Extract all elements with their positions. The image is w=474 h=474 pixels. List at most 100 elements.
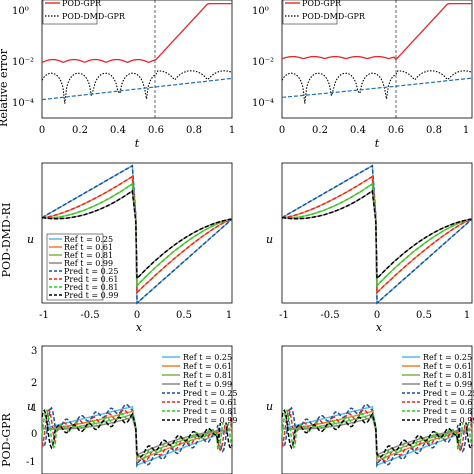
legend-entry: POD-DMD-GPR (62, 12, 126, 21)
legend-entry: Ref t = 0.81 (423, 371, 472, 380)
legend-entry: Pred t = 0.99 (423, 416, 474, 425)
predicted-profile-line (41, 409, 233, 458)
y-ticks: 10⁰ 10⁻² 10⁻⁴ (12, 6, 34, 109)
x-ticks: -1 -0.5 0 0.5 1 (39, 310, 232, 321)
legend: POD-GPR POD-DMD-GPR (42, 0, 126, 25)
legend-entry: POD-GPR (62, 0, 102, 8)
predicted-profile-line (281, 189, 473, 281)
predicted-profile-line (281, 182, 473, 288)
y-tick-label: 0 (31, 429, 37, 440)
x-axis-label: t (375, 137, 380, 150)
x-tick-label: 0.2 (312, 125, 328, 136)
pod-gpr-error-line (281, 2, 472, 61)
pod-gpr-error-line (41, 2, 232, 64)
legend-entry: Ref t = 0.99 (183, 380, 232, 389)
x-tick-label: 0.6 (148, 125, 164, 136)
legend-entry: Ref t = 0.81 (183, 371, 232, 380)
x-axis-label: t (135, 137, 140, 150)
legend: POD-GPR POD-DMD-GPR (282, 0, 366, 25)
x-ticks: 0 0.2 0.4 0.6 0.8 1 (279, 125, 469, 136)
panel-profile-dmd-left: Ref t = 0.25 Ref t = 0.61 Ref t = 0.81 R… (0, 162, 233, 334)
x-tick-label: 1 (226, 310, 232, 321)
y-axis-label: Relative error (0, 48, 10, 127)
predicted-profile-line (282, 175, 473, 295)
row-label: POD-DMD-RI (0, 203, 13, 278)
pod-dmd-gpr-error-line (281, 70, 473, 104)
y-tick-label: 10⁻² (252, 57, 274, 68)
legend-entry: Pred t = 0.25 (183, 389, 237, 398)
x-tick-label: 0 (134, 310, 140, 321)
x-tick-label: 1 (229, 125, 235, 136)
legend: Ref t = 0.25 Ref t = 0.61 Ref t = 0.81 R… (158, 351, 237, 425)
legend-entry: Ref t = 0.99 (64, 259, 113, 268)
x-tick-label: 0.5 (176, 310, 192, 321)
legend-entry: Ref t = 0.61 (423, 362, 472, 371)
y-ticks: 3 2 1 0 -1 (26, 346, 37, 468)
x-tick-label: 0.6 (388, 125, 404, 136)
x-tick-label: -1 (39, 310, 49, 321)
panel-error-right: POD-GPR POD-DMD-GPR 10⁰ 10⁻² 10⁻⁴ 0 0.2 … (252, 0, 473, 150)
x-tick-label: 0.8 (426, 125, 442, 136)
legend-entry: Ref t = 0.99 (423, 380, 472, 389)
x-tick-label: 1 (464, 310, 470, 321)
panel-profile-dmd-right: u -1 -0.5 0 0.5 1 x (266, 162, 473, 334)
legend-entry: POD-DMD-GPR (302, 12, 366, 21)
x-tick-label: -1 (279, 310, 289, 321)
x-tick-label: 0 (374, 310, 380, 321)
x-axis-label: x (376, 321, 383, 334)
y-tick-label: 10⁰ (252, 6, 269, 17)
y-tick-label: 3 (31, 346, 37, 357)
y-ticks: 10⁰ 10⁻² 10⁻⁴ (252, 6, 274, 109)
y-tick-label: 10⁻⁴ (252, 98, 274, 109)
x-ticks: 0 0.2 0.4 0.6 0.8 1 (39, 125, 235, 136)
legend-entry: Ref t = 0.61 (64, 243, 113, 252)
row-label: POD-GPR (0, 412, 13, 466)
reference-profile-line (42, 413, 233, 459)
legend-entry: Pred t = 0.61 (423, 398, 474, 407)
reference-error-line (281, 77, 473, 98)
legend-entry: Pred t = 0.61 (64, 275, 118, 284)
legend-entry: Ref t = 0.81 (64, 251, 113, 260)
legend-entry: Pred t = 0.81 (64, 283, 118, 292)
legend-entry: Pred t = 0.25 (64, 267, 118, 276)
legend-entry: Ref t = 0.25 (183, 353, 232, 362)
x-axis-label: x (136, 321, 143, 334)
predicted-profile-line (281, 164, 473, 305)
y-tick-label: 2 (31, 378, 37, 389)
x-tick-label: 0.4 (110, 125, 126, 136)
x-tick-label: 0 (39, 125, 45, 136)
y-tick-label: 10⁻² (12, 57, 34, 68)
x-tick-label: 0.2 (72, 125, 88, 136)
reference-profile-line (282, 413, 473, 459)
predicted-profile-line (41, 189, 233, 281)
predicted-profile-line (281, 409, 473, 458)
legend-entry: Pred t = 0.61 (183, 398, 237, 407)
legend-entry: Ref t = 0.25 (423, 353, 472, 362)
predicted-profile-line (41, 182, 233, 288)
legend-entry: Ref t = 0.25 (64, 235, 113, 244)
x-tick-label: 0.8 (186, 125, 202, 136)
y-tick-label: 10⁰ (12, 6, 29, 17)
legend-entry: Pred t = 0.25 (423, 389, 474, 398)
y-tick-label: -1 (26, 457, 36, 468)
legend-entry: Pred t = 0.99 (183, 416, 237, 425)
y-tick-label: 1 (31, 403, 37, 414)
y-tick-label: 10⁻⁴ (12, 98, 34, 109)
x-tick-label: -0.5 (320, 310, 339, 321)
predicted-profile-line (42, 175, 233, 295)
legend-entry: Pred t = 0.99 (64, 291, 118, 300)
panel-profile-gpr-left: Ref t = 0.25 Ref t = 0.61 Ref t = 0.81 R… (0, 345, 237, 474)
legend-entry: Pred t = 0.81 (423, 407, 474, 416)
legend: Ref t = 0.25 Ref t = 0.61 Ref t = 0.81 R… (398, 351, 474, 425)
x-tick-label: 1 (463, 125, 469, 136)
x-tick-label: 0.4 (350, 125, 366, 136)
predicted-profile-line (41, 164, 233, 305)
y-axis-label: u (27, 233, 34, 246)
x-tick-label: 0 (279, 125, 285, 136)
legend-entry: Pred t = 0.81 (183, 407, 237, 416)
legend: Ref t = 0.25 Ref t = 0.61 Ref t = 0.81 R… (46, 233, 118, 301)
reference-error-line (41, 77, 233, 101)
x-tick-label: 0.5 (416, 310, 432, 321)
y-axis-label: u (266, 233, 273, 246)
